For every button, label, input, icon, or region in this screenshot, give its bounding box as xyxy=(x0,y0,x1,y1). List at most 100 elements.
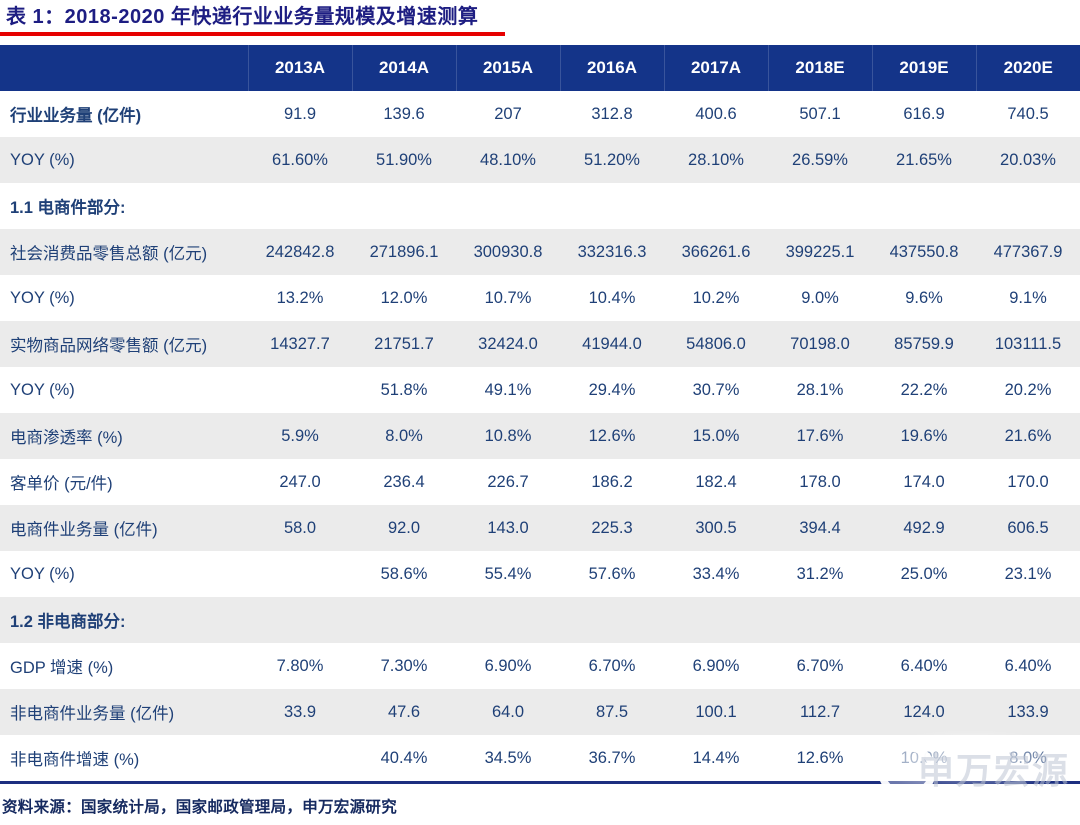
column-header: 2014A xyxy=(351,45,456,91)
cell-value: 25.0% xyxy=(900,564,948,583)
cell-value: 300930.8 xyxy=(473,242,543,261)
cell-value: 70198.0 xyxy=(790,334,850,353)
cell-value: 6.70% xyxy=(796,656,844,675)
cell-value: 182.4 xyxy=(695,472,737,491)
cell-value xyxy=(456,183,560,229)
cell-value xyxy=(872,597,976,643)
data-table: 2013A 2014A 2015A 2016A 2017A 2018E 2019E 2020E… xyxy=(0,45,1080,781)
cell-value: 29.4% xyxy=(588,380,636,399)
cell-value xyxy=(664,183,768,229)
cell-value: 124.0 xyxy=(903,702,945,721)
cell-value: 14.4% xyxy=(692,748,740,767)
cell-value: 507.1 xyxy=(799,104,841,123)
cell-value: 58.0 xyxy=(283,518,317,537)
cell-value: 207 xyxy=(494,104,522,123)
section-row: 1.2 非电商部分: xyxy=(0,597,1080,643)
cell-value xyxy=(768,183,872,229)
row-label: 电商件业务量 (亿件) xyxy=(10,521,158,539)
row-label: YOY (%) xyxy=(10,288,75,307)
cell-value xyxy=(976,597,1080,643)
column-header: 2016A xyxy=(559,45,664,91)
cell-value xyxy=(560,597,664,643)
cell-value: 23.1% xyxy=(1004,564,1052,583)
cell-value: 6.40% xyxy=(1004,656,1052,675)
cell-value: 85759.9 xyxy=(894,334,954,353)
cell-value: 26.59% xyxy=(792,150,848,169)
cell-value: 47.6 xyxy=(387,702,421,721)
row-label: 电商渗透率 (%) xyxy=(10,429,123,447)
cell-value: 14327.7 xyxy=(270,334,330,353)
cell-value: 13.2% xyxy=(276,288,324,307)
cell-value: 34.5% xyxy=(484,748,532,767)
column-header: 2019E xyxy=(871,45,976,91)
cell-value: 5.9% xyxy=(281,426,319,445)
cell-value xyxy=(664,597,768,643)
cell-value: 6.70% xyxy=(588,656,636,675)
cell-value: 10.4% xyxy=(588,288,636,307)
cell-value: 51.20% xyxy=(584,150,640,169)
header-row: 2013A 2014A 2015A 2016A 2017A 2018E 2019E 2020E xyxy=(0,45,1080,91)
cell-value: 7.30% xyxy=(380,656,428,675)
table-bottom-rule xyxy=(0,781,1080,784)
table-row: 社会消费品零售总额 (亿元) 242842.8 271896.1 300930.8 33… xyxy=(0,229,1080,275)
cell-value: 740.5 xyxy=(1007,104,1049,123)
cell-value: 133.9 xyxy=(1007,702,1049,721)
cell-value: 12.6% xyxy=(796,748,844,767)
cell-value: 12.0% xyxy=(380,288,428,307)
row-label: YOY (%) xyxy=(10,380,75,399)
table-row: YOY (%) 51.8% 49.1% 29.4% 30.7% 28.1% 22.2% 20.… xyxy=(0,367,1080,413)
cell-value: 437550.8 xyxy=(889,242,959,261)
cell-value: 236.4 xyxy=(383,472,425,491)
cell-value: 178.0 xyxy=(799,472,841,491)
cell-value: 10.2% xyxy=(692,288,740,307)
cell-value: 41944.0 xyxy=(582,334,642,353)
source-note: 资料来源：国家统计局，国家邮政管理局，申万宏源研究 xyxy=(2,799,398,816)
cell-value xyxy=(560,183,664,229)
table-row: YOY (%) 61.60% 51.90% 48.10% 51.20% 28.10% 26.… xyxy=(0,137,1080,183)
column-header: 2017A xyxy=(663,45,768,91)
row-label: YOY (%) xyxy=(10,564,75,583)
cell-value: 21.65% xyxy=(896,150,952,169)
cell-value: 394.4 xyxy=(799,518,841,537)
table-row: 电商渗透率 (%) 5.9% 8.0% 10.8% 12.6% 15.0% 17.6% 19.… xyxy=(0,413,1080,459)
column-header: 2020E xyxy=(975,45,1080,91)
column-header: 2013A xyxy=(247,45,352,91)
cell-value: 271896.1 xyxy=(369,242,439,261)
cell-value: 32424.0 xyxy=(478,334,538,353)
cell-value: 10.0% xyxy=(900,748,948,767)
row-label: GDP 增速 (%) xyxy=(10,659,114,677)
cell-value xyxy=(248,367,352,413)
cell-value: 606.5 xyxy=(1007,518,1049,537)
cell-value: 91.9 xyxy=(283,104,317,123)
cell-value: 112.7 xyxy=(799,702,841,721)
cell-value: 30.7% xyxy=(692,380,740,399)
cell-value: 300.5 xyxy=(695,518,737,537)
cell-value: 9.0% xyxy=(801,288,839,307)
cell-value xyxy=(248,735,352,781)
cell-value: 10.8% xyxy=(484,426,532,445)
cell-value: 8.0% xyxy=(1009,748,1047,767)
cell-value: 139.6 xyxy=(383,104,425,123)
table-row: GDP 增速 (%) 7.80% 7.30% 6.90% 6.70% 6.90% 6.70%… xyxy=(0,643,1080,689)
cell-value: 9.1% xyxy=(1009,288,1047,307)
cell-value: 57.6% xyxy=(588,564,636,583)
cell-value: 28.10% xyxy=(688,150,744,169)
cell-value: 51.8% xyxy=(380,380,428,399)
cell-value xyxy=(976,183,1080,229)
cell-value xyxy=(352,597,456,643)
row-label: 非电商件业务量 (亿件) xyxy=(10,705,175,723)
cell-value: 6.90% xyxy=(692,656,740,675)
row-label: 行业业务量 (亿件) xyxy=(10,107,142,125)
cell-value: 143.0 xyxy=(487,518,529,537)
cell-value: 12.6% xyxy=(588,426,636,445)
cell-value xyxy=(248,551,352,597)
table-row: 非电商件增速 (%) 40.4% 34.5% 36.7% 14.4% 12.6% 10.0%… xyxy=(0,735,1080,781)
cell-value: 186.2 xyxy=(591,472,633,491)
table-row: YOY (%) 13.2% 12.0% 10.7% 10.4% 10.2% 9.0% 9.6%… xyxy=(0,275,1080,321)
cell-value: 61.60% xyxy=(272,150,328,169)
cell-value: 9.6% xyxy=(905,288,943,307)
cell-value: 616.9 xyxy=(903,104,945,123)
cell-value: 226.7 xyxy=(487,472,529,491)
row-label: YOY (%) xyxy=(10,150,75,169)
